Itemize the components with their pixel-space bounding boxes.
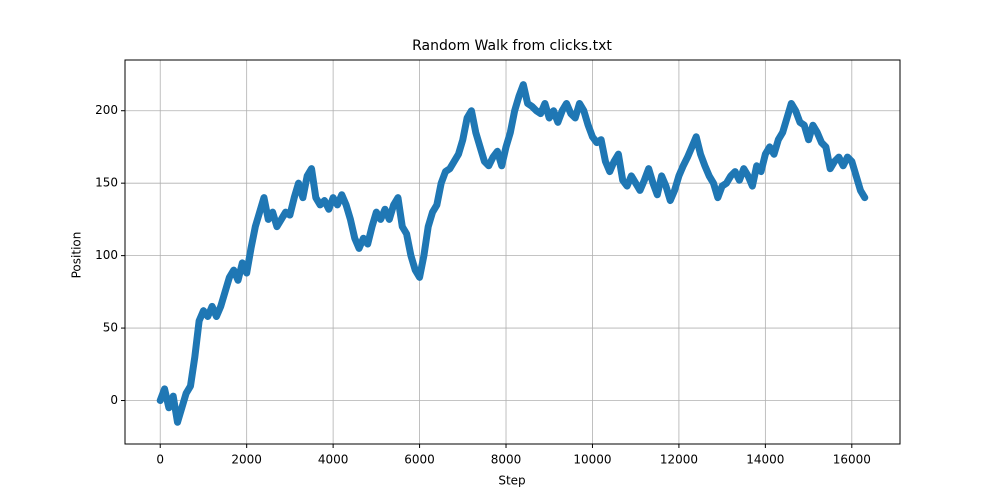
x-tick-label: 12000 xyxy=(660,453,698,467)
x-tick-label: 6000 xyxy=(404,453,435,467)
x-tick-label: 2000 xyxy=(231,453,262,467)
x-tick-label: 4000 xyxy=(318,453,349,467)
x-axis-label: Step xyxy=(498,474,525,488)
y-axis-label: Position xyxy=(70,232,84,279)
y-tick-label: 0 xyxy=(110,393,118,407)
y-tick-label: 150 xyxy=(95,176,118,190)
line xyxy=(156,81,869,426)
x-tick-label: 0 xyxy=(156,453,164,467)
y-tick-label: 50 xyxy=(103,321,118,335)
y-tick-label: 100 xyxy=(95,248,118,262)
x-tick-label: 8000 xyxy=(491,453,522,467)
x-tick-label: 10000 xyxy=(573,453,611,467)
x-tick-label: 14000 xyxy=(746,453,784,467)
y-tick-label: 200 xyxy=(95,103,118,117)
plot-frame xyxy=(124,59,901,445)
chart-title: Random Walk from clicks.txt xyxy=(412,38,612,54)
x-tick-label: 16000 xyxy=(833,453,871,467)
